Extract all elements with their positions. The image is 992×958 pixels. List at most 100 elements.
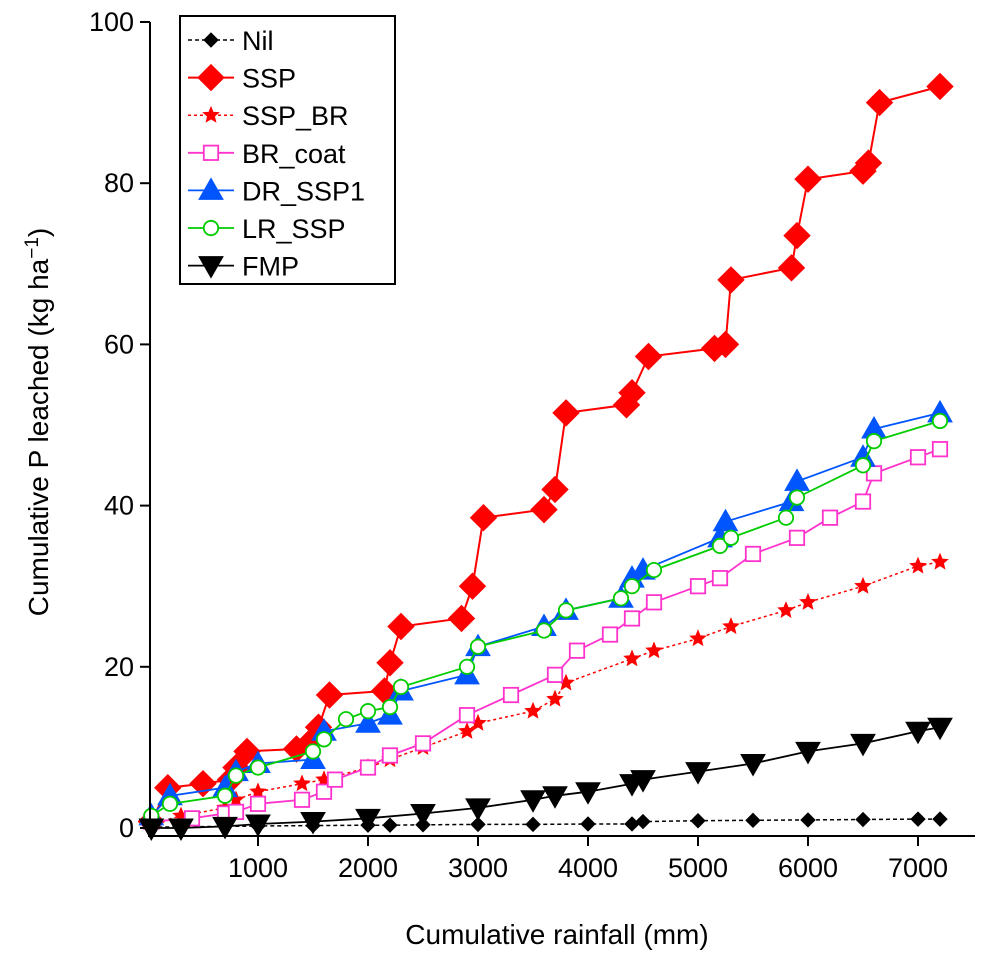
y-tick-label: 0 [119,813,134,843]
y-tick-label: 20 [104,652,134,682]
data-point-ssp [552,399,580,427]
series-line-fmp [151,726,941,829]
data-point-ssp-br [249,782,267,800]
data-point-lr-ssp [469,638,487,655]
legend-marker-ssp [197,63,225,92]
data-point-fmp [410,803,436,827]
data-point-ssp [387,612,415,641]
data-point-lr-ssp [711,537,729,555]
data-point-nil [624,816,640,832]
data-point-br-coat [711,570,729,587]
data-point-br-coat [315,783,333,800]
data-point-ssp [376,649,404,677]
legend-label-fmp: FMP [242,252,299,282]
legend-marker-dr-ssp1 [198,177,224,200]
data-point-ssp-br [854,576,872,594]
data-point-br-coat [788,529,806,546]
data-point-lr-ssp [458,658,476,675]
data-point-fmp [245,814,271,837]
data-point-br-coat [821,509,839,526]
series-br-coat [143,441,949,830]
data-point-ssp-br [689,629,707,647]
data-point-br-coat [568,642,586,659]
data-point-br-coat [414,735,432,752]
data-point-nil [800,812,816,828]
data-point-fmp [300,812,326,835]
data-point-br-coat [502,686,520,704]
data-point-fmp [355,808,381,832]
y-axis-title-sup: −1 [22,237,43,259]
data-point-nil [910,811,926,827]
legend-label-ssp-br: SSP_BR [242,101,349,131]
data-point-dr-ssp1 [355,710,381,733]
data-point-br-coat [689,578,707,595]
data-point-fmp [138,818,165,842]
x-tick-label: 7000 [888,853,948,883]
data-point-ssp-br [909,556,927,574]
data-point-ssp [926,72,954,101]
legend-label-ssp: SSP [242,64,296,94]
data-point-fmp [905,721,931,745]
data-point-ssp [865,88,894,117]
data-point-ssp [233,737,261,766]
data-point-br-coat [293,791,311,808]
data-point-fmp [795,741,821,765]
data-point-fmp [927,717,953,741]
series-fmp [138,717,953,842]
data-point-nil [470,816,486,833]
y-axis-title: Cumulative P leached (kg ha−1) [22,228,55,616]
data-point-br-coat [249,795,267,812]
data-point-br-coat [326,771,344,788]
data-point-lr-ssp [227,767,245,784]
data-point-br-coat [381,747,399,764]
data-point-nil [635,813,651,830]
series-nil [143,811,948,835]
data-point-ssp [854,149,883,177]
data-point-lr-ssp [304,743,322,760]
data-point-br-coat [854,493,872,510]
y-tick-label: 80 [104,168,134,198]
data-point-fmp [465,798,491,821]
data-point-ssp-br [524,701,542,719]
data-point-fmp [575,782,601,805]
legend-label-nil: Nil [242,26,274,56]
legend-marker-ssp-br [202,105,220,123]
axes: 0 20 40 60 80 100 1000 2000 3000 4000 5000 6000 7000 [89,7,975,883]
legend-marker-br-coat [202,144,220,161]
data-point-ssp [794,165,822,193]
data-point-fmp [520,790,546,813]
data-point-fmp [212,816,238,840]
data-point-nil [690,813,706,829]
data-point-br-coat [645,594,663,611]
series-line-ssp-br [151,561,941,825]
data-point-nil [382,817,398,833]
x-tick-label: 2000 [338,853,398,883]
data-point-br-coat [744,545,762,563]
data-point-ssp [458,572,487,600]
data-point-nil [745,812,761,829]
legend: Nil SSP SSP_BR BR_coat DR_SSP1 LR_SSP FMP [179,15,396,285]
legend-label-dr-ssp1: DR_SSP1 [242,176,365,206]
data-point-ssp [541,475,569,504]
legend-marker-nil [203,32,219,48]
data-point-ssp-br [931,552,949,570]
y-axis-title-close: ) [23,228,54,237]
data-point-fmp [850,733,876,757]
data-point-fmp [740,754,766,777]
data-point-nil [580,816,596,832]
data-point-ssp [618,379,646,407]
x-tick-label: 6000 [778,853,838,883]
data-point-br-coat [909,449,927,466]
data-point-ssp [315,681,344,709]
data-point-lr-ssp [381,698,399,716]
y-tick-label: 40 [104,491,134,521]
data-point-ssp [634,342,663,371]
data-point-lr-ssp [216,787,234,804]
legend-label-lr-ssp: LR_SSP [242,214,346,244]
data-point-lr-ssp [249,759,267,776]
x-tick-label: 5000 [668,853,728,883]
data-point-br-coat [546,666,564,683]
y-tick-label: 100 [89,7,134,37]
data-point-ssp-br [458,721,476,739]
